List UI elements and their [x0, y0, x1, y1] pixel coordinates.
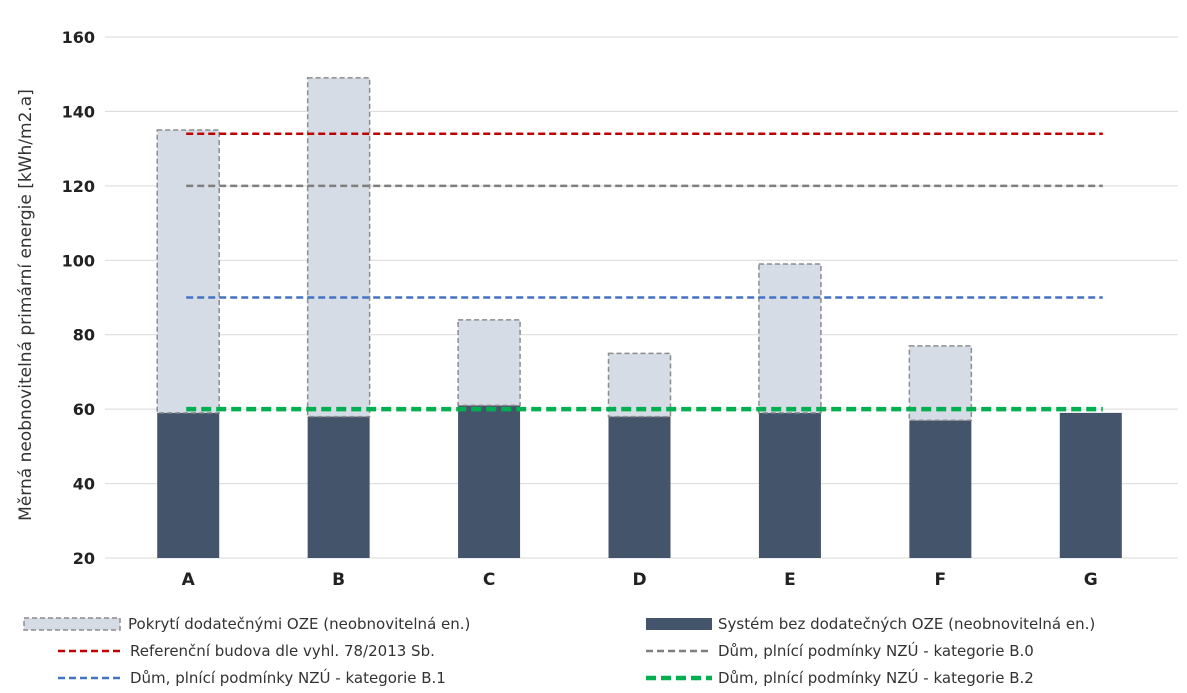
legend-label-base-system: Systém bez dodatečných OZE (neobnoviteln…	[718, 615, 1096, 633]
legend-item-nzu-b0: Dům, plnící podmínky NZÚ - kategorie B.0	[646, 638, 1034, 664]
x-tick-label: B	[332, 570, 345, 590]
legend-item-reference-building: Referenční budova dle vyhl. 78/2013 Sb.	[58, 638, 435, 664]
bar-base-system	[157, 412, 220, 558]
x-tick-label: E	[784, 570, 796, 590]
bar-base-system	[758, 412, 821, 558]
reference-lines	[186, 132, 1103, 412]
legend-label-nzu-b0: Dům, plnící podmínky NZÚ - kategorie B.0	[718, 642, 1034, 660]
y-tick-label: 160	[62, 28, 95, 47]
y-axis-ticks: 20 40 60 80 100 120 140 160	[62, 28, 95, 568]
legend-swatch-nzu-b2	[646, 675, 712, 681]
x-tick-label: C	[483, 570, 495, 590]
y-tick-label: 20	[73, 549, 95, 568]
legend-item-nzu-b2: Dům, plnící podmínky NZÚ - kategorie B.2	[646, 665, 1034, 691]
bar-base-system	[458, 405, 521, 558]
bar-base-system	[608, 416, 671, 558]
legend-item-base-system: Systém bez dodatečných OZE (neobnoviteln…	[646, 611, 1095, 637]
bar-oze-coverage	[457, 319, 521, 407]
x-tick-label: G	[1084, 570, 1098, 590]
y-axis-label: Měrná neobnovitelná primární energie [kW…	[16, 89, 36, 521]
y-tick-label: 80	[73, 326, 95, 345]
y-tick-label: 120	[62, 177, 95, 196]
y-tick-label: 140	[62, 102, 95, 121]
y-tick-label: 100	[62, 251, 95, 270]
bar-base-system	[1059, 412, 1122, 558]
bar-oze-coverage	[758, 263, 822, 414]
y-tick-label: 60	[73, 400, 95, 419]
legend-swatch-nzu-b1	[58, 676, 124, 680]
legend-swatch-oze-coverage	[23, 617, 121, 631]
bar-oze-coverage	[607, 352, 672, 418]
bar-oze-coverage	[156, 129, 220, 414]
bars	[156, 77, 1122, 558]
legend-item-oze-coverage: Pokrytí dodatečnými OZE (neobnovitelná e…	[22, 611, 470, 637]
legend-swatch-reference-building	[58, 649, 124, 653]
bar-base-system	[307, 416, 370, 558]
legend-item-nzu-b1: Dům, plnící podmínky NZÚ - kategorie B.1	[58, 665, 446, 691]
legend-swatch-base-system	[646, 618, 712, 630]
legend-label-reference-building: Referenční budova dle vyhl. 78/2013 Sb.	[130, 642, 435, 660]
x-tick-label: A	[182, 570, 196, 590]
chart: 20 40 60 80 100 120 140 160 A B C D E F G Měrná neobn…	[16, 28, 1178, 590]
legend-label-oze-coverage: Pokrytí dodatečnými OZE (neobnovitelná e…	[128, 615, 471, 633]
x-tick-label: D	[632, 570, 646, 590]
x-tick-label: F	[935, 570, 947, 590]
bar-base-system	[909, 420, 972, 558]
legend-label-nzu-b2: Dům, plnící podmínky NZÚ - kategorie B.2	[718, 669, 1034, 687]
legend: Pokrytí dodatečnými OZE (neobnovitelná e…	[0, 605, 1187, 693]
legend-label-nzu-b1: Dům, plnící podmínky NZÚ - kategorie B.1	[130, 669, 446, 687]
x-axis-ticks: A B C D E F G	[182, 570, 1098, 590]
legend-swatch-nzu-b0	[646, 649, 712, 653]
bar-oze-coverage	[306, 77, 371, 418]
y-tick-label: 40	[73, 475, 95, 494]
